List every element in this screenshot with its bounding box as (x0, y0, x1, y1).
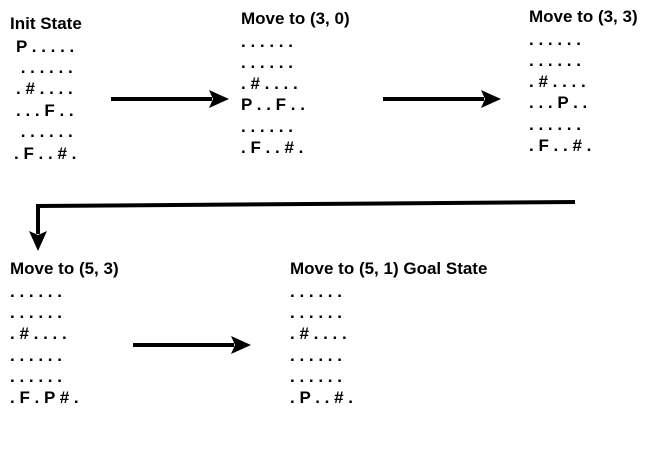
arrow-init-to-move-3-0 (111, 90, 229, 108)
grid-row: P . . F . . (241, 95, 305, 114)
grid-row: . . . . . . (290, 367, 342, 386)
grid-row: . . . . . . (10, 346, 62, 365)
grid-row: . # . . . . (529, 72, 586, 91)
arrow-move-3-0-to-move-3-3 (383, 90, 501, 108)
grid-row: . . . . . . (10, 367, 62, 386)
state-title-move-3-3: Move to (3, 3) (529, 7, 638, 26)
grid-row: . . . . . . (241, 32, 293, 51)
arrow-move-5-3-to-goal (133, 336, 251, 354)
grid-row: . . . . . . (16, 122, 73, 141)
grid-row: . . . . . . (241, 117, 293, 136)
grid-row: . F . P # . (10, 388, 79, 407)
state-title-goal: Move to (5, 1) Goal State (290, 259, 488, 278)
state-title-move-5-3: Move to (5, 3) (10, 259, 119, 278)
grid-row: . . . . . . (529, 51, 581, 70)
grid-row: . . . . . . (529, 115, 581, 134)
grid-row: . F . . # . (529, 136, 592, 155)
grid-row: . # . . . . (16, 79, 73, 98)
grid-row: . # . . . . (241, 74, 298, 93)
grid-row: . # . . . . (10, 324, 67, 343)
grid-row: . # . . . . (290, 324, 347, 343)
grid-row: . . . . . . (10, 282, 62, 301)
grid-row: . F . . # . (241, 138, 304, 157)
grid-row: . . . . . . (290, 303, 342, 322)
arrow-move-3-3-to-move-5-3 (29, 200, 576, 251)
state-title-init: Init State (10, 14, 82, 33)
grid-row: . F . . # . (14, 144, 77, 163)
grid-row: . . . . . . (241, 53, 293, 72)
grid-row: . . . . . . (529, 30, 581, 49)
grid-row: . . . . . . (16, 58, 73, 77)
grid-row: P . . . . . (16, 37, 75, 56)
state-title-move-3-0: Move to (3, 0) (241, 9, 350, 28)
grid-row: . . . . . . (10, 303, 62, 322)
grid-row: . P . . # . (290, 388, 353, 407)
grid-row: . . . . . . (290, 346, 342, 365)
grid-row: . . . F . . (16, 101, 74, 120)
grid-row: . . . P . . (529, 93, 588, 112)
grid-row: . . . . . . (290, 282, 342, 301)
